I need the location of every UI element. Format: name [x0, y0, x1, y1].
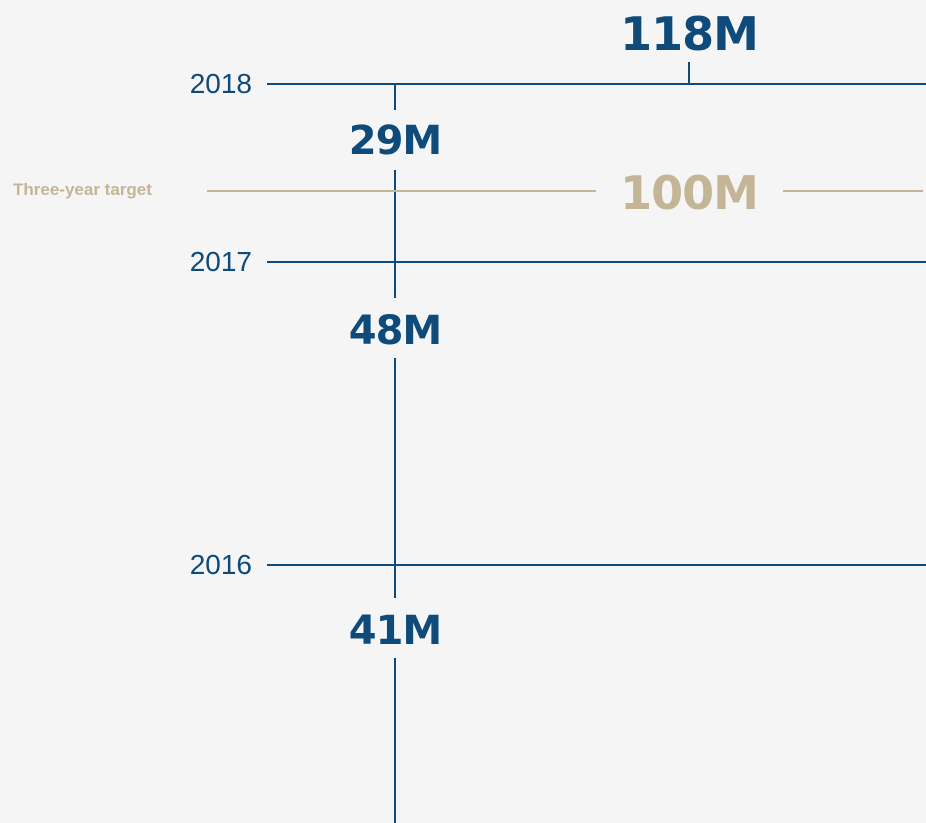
data-label-2018: 29M	[349, 118, 441, 164]
data-label-2017: 48M	[349, 308, 441, 354]
year-label-2016: 2016	[190, 549, 252, 580]
year-label-2017: 2017	[190, 246, 252, 277]
data-label-2016: 41M	[349, 608, 441, 654]
total-label: 118M	[620, 7, 758, 61]
target-value-label: 100M	[620, 166, 758, 220]
year-label-2018: 2018	[190, 68, 252, 99]
target-name-label: Three-year target	[13, 180, 152, 199]
